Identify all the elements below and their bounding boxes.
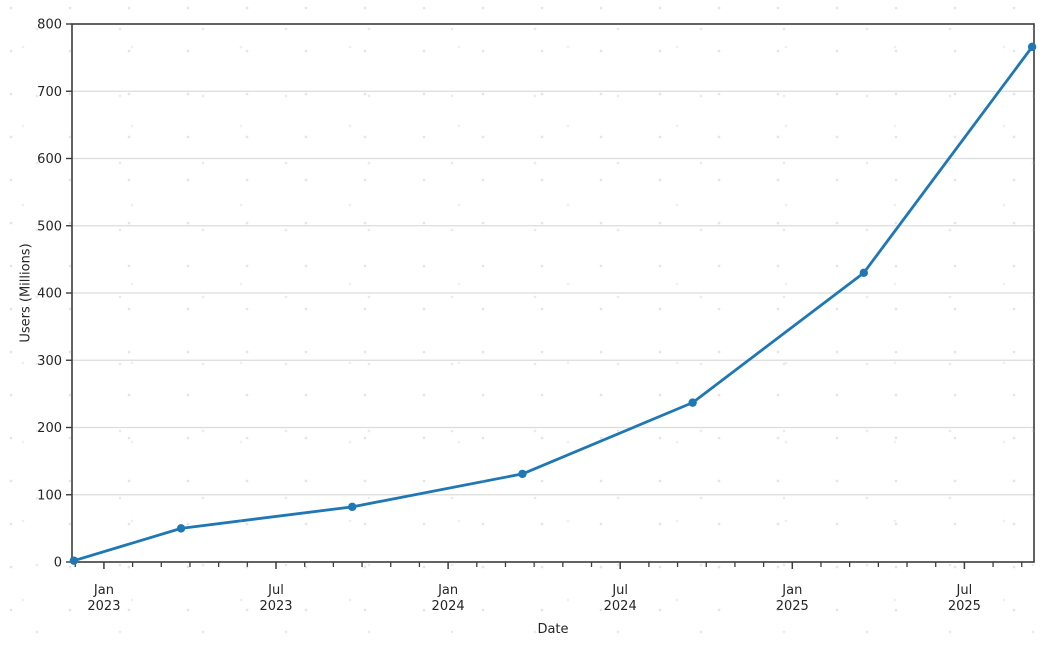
x-tick-label-year: 2025 <box>776 599 809 614</box>
data-point-marker <box>1027 42 1037 52</box>
x-tick-label-year: 2025 <box>948 599 981 614</box>
y-tick-label: 800 <box>37 18 62 33</box>
data-point-marker <box>176 524 186 533</box>
x-tick-label-month: Jan <box>93 583 114 598</box>
x-tick-label-month: Jan <box>781 583 802 598</box>
y-tick-label: 700 <box>37 85 62 100</box>
data-point-marker <box>518 469 527 479</box>
y-tick-label: 600 <box>37 152 62 167</box>
data-point-marker <box>69 556 79 565</box>
x-tick-label-month: Jul <box>267 583 284 598</box>
x-tick-label-year: 2024 <box>432 599 465 614</box>
y-tick-label: 100 <box>37 488 62 503</box>
data-point-marker <box>859 268 868 278</box>
data-point-marker <box>348 502 357 512</box>
y-tick-label: 300 <box>37 354 62 369</box>
y-tick-label: 500 <box>37 219 62 234</box>
x-tick-label-year: 2024 <box>604 599 637 614</box>
x-tick-label-month: Jul <box>956 583 973 598</box>
data-point-marker <box>688 398 697 407</box>
y-tick-label: 200 <box>37 421 62 436</box>
x-axis-title: Date <box>537 622 569 637</box>
y-tick-label: 400 <box>37 287 62 302</box>
x-tick-label-year: 2023 <box>87 599 120 614</box>
y-tick-label: 0 <box>54 556 62 571</box>
data-line <box>72 45 1034 563</box>
x-tick-label-month: Jan <box>437 583 458 598</box>
y-axis-title: Users (Millions) <box>18 243 34 343</box>
x-tick-label-year: 2023 <box>259 599 292 614</box>
x-tick-label-month: Jul <box>611 583 628 598</box>
